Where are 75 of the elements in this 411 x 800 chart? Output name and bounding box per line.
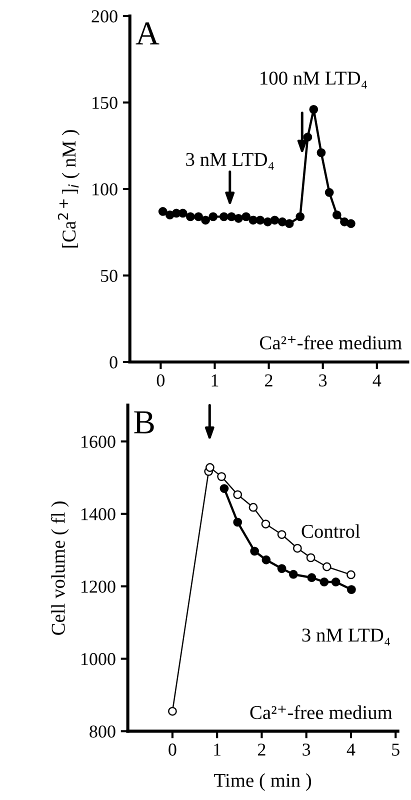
y-tick-label: 800 bbox=[90, 725, 116, 738]
y-axis-title: [Ca$^{2+}$]$_{i}$ ( nM ) bbox=[58, 130, 80, 248]
y-tick-label: 1600 bbox=[81, 436, 116, 448]
y-tick-label: 50 bbox=[101, 270, 118, 282]
annotation: 3 nM LTD₄ bbox=[186, 152, 274, 170]
point bbox=[158, 207, 168, 216]
x-tick-label: 4 bbox=[372, 374, 382, 386]
point bbox=[320, 578, 329, 586]
point bbox=[219, 212, 228, 222]
x-tick-label: 2 bbox=[258, 744, 266, 756]
point bbox=[277, 564, 286, 574]
point bbox=[346, 219, 356, 228]
text: 3 nM LTD₄ bbox=[302, 628, 390, 646]
y-tick-label: 0 bbox=[110, 356, 118, 368]
point bbox=[288, 570, 298, 579]
x-tick-label: 1 bbox=[212, 374, 218, 386]
point bbox=[248, 216, 258, 225]
point bbox=[233, 490, 242, 500]
point bbox=[270, 216, 280, 225]
y-tick-label: 1200 bbox=[81, 580, 116, 593]
y-tick-label: 200 bbox=[92, 10, 118, 22]
point bbox=[168, 706, 177, 716]
x-tick-label: 5 bbox=[392, 744, 400, 756]
y-tick-label: 1400 bbox=[81, 508, 116, 520]
point bbox=[233, 518, 242, 527]
point bbox=[186, 212, 195, 222]
point bbox=[263, 217, 272, 226]
y-axis-title: Cell volume ( fl ) bbox=[50, 502, 69, 635]
x-axis-title: Time ( min ) bbox=[214, 773, 312, 791]
point bbox=[227, 212, 236, 222]
point bbox=[217, 472, 226, 482]
point bbox=[346, 585, 356, 594]
point bbox=[306, 553, 316, 562]
x-tick-label: 3 bbox=[319, 374, 327, 387]
x-tick-label: 1 bbox=[214, 744, 221, 756]
point bbox=[284, 219, 294, 228]
annotation: Ca²⁺-free medium bbox=[250, 705, 392, 720]
point bbox=[208, 212, 218, 222]
x-tick-label: 0 bbox=[156, 374, 165, 387]
x-tick-label: 0 bbox=[168, 744, 176, 756]
point bbox=[331, 578, 340, 586]
point bbox=[309, 104, 318, 114]
point bbox=[303, 132, 312, 142]
point bbox=[346, 570, 356, 580]
point bbox=[194, 212, 203, 222]
x-tick-label: 2 bbox=[265, 374, 272, 386]
point bbox=[296, 212, 305, 222]
point bbox=[277, 530, 286, 539]
point bbox=[201, 216, 210, 225]
chart-title: A bbox=[136, 22, 160, 44]
point bbox=[250, 546, 260, 556]
x-tick-label: 3 bbox=[302, 744, 310, 756]
point bbox=[220, 484, 229, 493]
series-label: Control bbox=[302, 524, 360, 538]
point bbox=[324, 188, 334, 197]
y-tick-label: 100 bbox=[92, 183, 118, 196]
y-tick-label: 150 bbox=[92, 96, 118, 109]
point bbox=[261, 520, 270, 528]
point bbox=[278, 217, 287, 226]
annotation: Ca²⁺-free medium bbox=[260, 336, 402, 350]
point bbox=[242, 212, 251, 222]
chart-title: B bbox=[134, 411, 154, 434]
point bbox=[206, 463, 214, 472]
x-tick-label: 4 bbox=[346, 744, 356, 756]
point bbox=[332, 210, 342, 220]
point bbox=[316, 148, 326, 158]
point bbox=[307, 573, 316, 582]
point bbox=[292, 544, 302, 553]
point bbox=[262, 555, 271, 564]
y-tick-label: 1000 bbox=[81, 653, 116, 666]
point bbox=[248, 502, 258, 512]
point bbox=[322, 562, 332, 572]
point bbox=[234, 214, 243, 223]
point bbox=[256, 216, 265, 225]
annotation: 100 nM LTD₄ bbox=[260, 72, 367, 88]
